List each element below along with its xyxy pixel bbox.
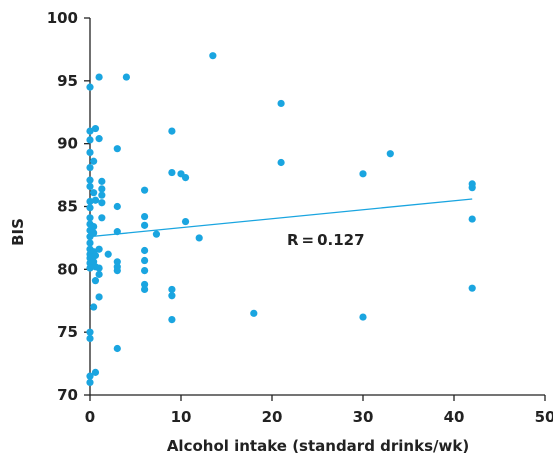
data-point: [113, 266, 121, 275]
data-point: [90, 229, 98, 237]
data-point: [250, 309, 258, 317]
y-tick-label: 95: [57, 72, 78, 90]
data-point: [98, 177, 106, 185]
data-point: [209, 52, 217, 60]
x-tick-label: 0: [85, 408, 95, 426]
data-point: [95, 245, 103, 253]
data-point: [86, 372, 94, 380]
data-point: [86, 197, 94, 206]
data-point: [468, 284, 476, 292]
x-tick-label: 20: [262, 408, 283, 426]
data-point: [113, 258, 121, 266]
trendline-group: [89, 198, 473, 238]
tick-labels: 70 75 80 85 90 95 100 0 10 20 30 40 50: [47, 9, 553, 426]
data-point: [86, 182, 94, 190]
data-point: [86, 163, 94, 172]
data-point: [86, 264, 94, 272]
data-point: [86, 176, 94, 184]
data-point: [86, 83, 94, 91]
correlation-annotation: R = 0.127: [287, 231, 365, 249]
data-point: [359, 170, 367, 178]
axes: [89, 18, 545, 396]
data-point: [141, 280, 149, 289]
y-tick-label: 75: [57, 323, 78, 341]
data-point: [141, 285, 149, 294]
trendline: [89, 198, 473, 238]
data-point: [168, 292, 176, 300]
x-tick-label: 50: [535, 408, 553, 426]
data-point: [386, 150, 394, 158]
data-point: [95, 73, 103, 81]
data-point: [91, 124, 100, 133]
data-point: [86, 204, 94, 212]
data-points: [86, 52, 476, 387]
data-point: [86, 378, 94, 387]
data-point: [90, 189, 98, 197]
data-point: [91, 251, 100, 260]
x-axis-title: Alcohol intake (standard drinks/wk): [167, 437, 469, 455]
data-point: [95, 270, 103, 278]
data-point: [152, 230, 161, 238]
data-point: [168, 316, 176, 324]
data-point: [91, 196, 100, 204]
x-tick-label: 40: [444, 408, 465, 426]
data-point: [90, 303, 98, 311]
y-axis-title: BIS: [9, 218, 27, 246]
data-point: [141, 212, 149, 221]
tick-marks: [84, 17, 546, 401]
data-point: [181, 217, 190, 226]
data-point: [86, 214, 94, 222]
data-point: [168, 285, 176, 294]
data-point: [86, 127, 94, 135]
data-point: [86, 239, 94, 247]
data-point: [141, 256, 149, 265]
data-point: [104, 250, 112, 258]
data-point: [359, 313, 367, 321]
data-point: [113, 202, 121, 211]
y-tick-label: 70: [57, 386, 78, 404]
x-tick-label: 30: [353, 408, 374, 426]
data-point: [86, 328, 94, 336]
data-point: [98, 185, 106, 193]
data-point: [90, 223, 98, 231]
data-point: [168, 127, 176, 135]
data-point: [91, 368, 100, 376]
y-tick-label: 100: [47, 9, 78, 27]
data-point: [468, 215, 476, 223]
y-tick-label: 90: [57, 135, 78, 153]
data-point: [277, 158, 285, 167]
data-point: [468, 184, 476, 192]
y-tick-label: 85: [57, 198, 78, 216]
data-point: [168, 168, 176, 177]
data-point: [95, 293, 103, 301]
data-point: [91, 277, 100, 285]
data-point: [86, 148, 94, 157]
data-point: [277, 99, 285, 108]
data-point: [141, 246, 149, 255]
data-point: [90, 157, 98, 165]
data-point: [195, 234, 203, 242]
data-point: [141, 266, 149, 275]
data-point: [98, 214, 106, 222]
data-point: [95, 264, 103, 272]
data-point: [122, 73, 130, 81]
data-point: [113, 344, 121, 353]
data-point: [113, 145, 121, 153]
data-point: [98, 199, 106, 207]
x-tick-label: 10: [171, 408, 192, 426]
y-tick-label: 80: [57, 260, 78, 278]
data-point: [181, 173, 190, 182]
data-point: [86, 136, 94, 144]
data-point: [86, 334, 94, 343]
data-point: [141, 221, 149, 229]
data-point: [98, 191, 106, 199]
data-point: [141, 186, 149, 194]
data-point: [95, 135, 103, 143]
